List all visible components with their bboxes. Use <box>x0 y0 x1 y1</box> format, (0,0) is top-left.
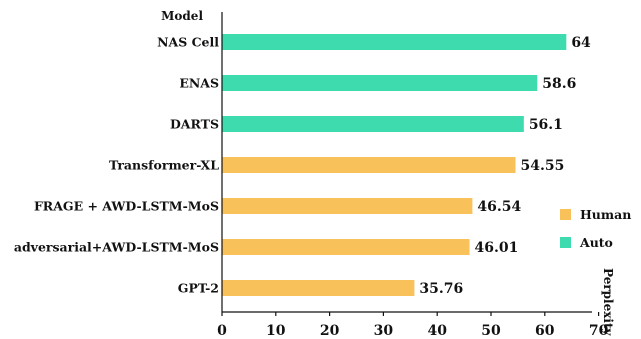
value-label-2: 56.1 <box>529 117 563 133</box>
legend: Human Auto <box>560 207 631 250</box>
value-label-6: 35.76 <box>419 281 463 297</box>
x-tick-label-4: 40 <box>427 323 447 339</box>
x-tick-label-2: 20 <box>320 323 340 339</box>
y-axis-label: Model <box>161 9 203 23</box>
bar-2 <box>222 116 524 132</box>
category-label-0: NAS Cell <box>157 35 219 50</box>
x-axis-label: Perplexity <box>601 268 615 336</box>
category-label-2: DARTS <box>170 117 219 132</box>
category-label-5: adversarial+AWD-LSTM-MoS <box>14 240 219 255</box>
x-tick-label-5: 50 <box>481 323 501 339</box>
bar-4 <box>222 198 473 214</box>
legend-label-human: Human <box>580 207 631 222</box>
category-label-6: GPT-2 <box>178 281 219 296</box>
value-label-0: 64 <box>571 35 591 51</box>
bars-group <box>222 34 567 296</box>
value-label-4: 46.54 <box>477 199 521 215</box>
bar-5 <box>222 239 470 255</box>
value-label-3: 54.55 <box>520 158 564 174</box>
bar-0 <box>222 34 567 50</box>
legend-swatch-auto <box>560 237 571 248</box>
value-label-1: 58.6 <box>542 76 576 92</box>
bar-6 <box>222 280 415 296</box>
category-labels-group: NAS Cell ENAS DARTS Transformer-XL FRAGE + A… <box>14 35 219 296</box>
bar-1 <box>222 75 538 91</box>
bar-3 <box>222 157 516 173</box>
x-tick-label-7: 70 <box>589 323 609 339</box>
value-labels-group: 64 58.6 56.1 54.55 46.54 46.01 35.76 <box>419 35 591 297</box>
legend-swatch-human <box>560 209 571 220</box>
x-tick-label-3: 30 <box>374 323 394 339</box>
value-label-5: 46.01 <box>475 240 519 256</box>
legend-label-auto: Auto <box>579 235 613 250</box>
x-tick-label-1: 10 <box>266 323 286 339</box>
x-tick-label-0: 0 <box>217 323 227 339</box>
category-label-4: FRAGE + AWD-LSTM-MoS <box>34 199 219 214</box>
category-label-3: Transformer-XL <box>109 158 219 173</box>
x-ticks-group: 0 10 20 30 40 50 60 70 <box>217 312 609 339</box>
x-tick-label-6: 60 <box>535 323 555 339</box>
category-label-1: ENAS <box>179 76 219 91</box>
